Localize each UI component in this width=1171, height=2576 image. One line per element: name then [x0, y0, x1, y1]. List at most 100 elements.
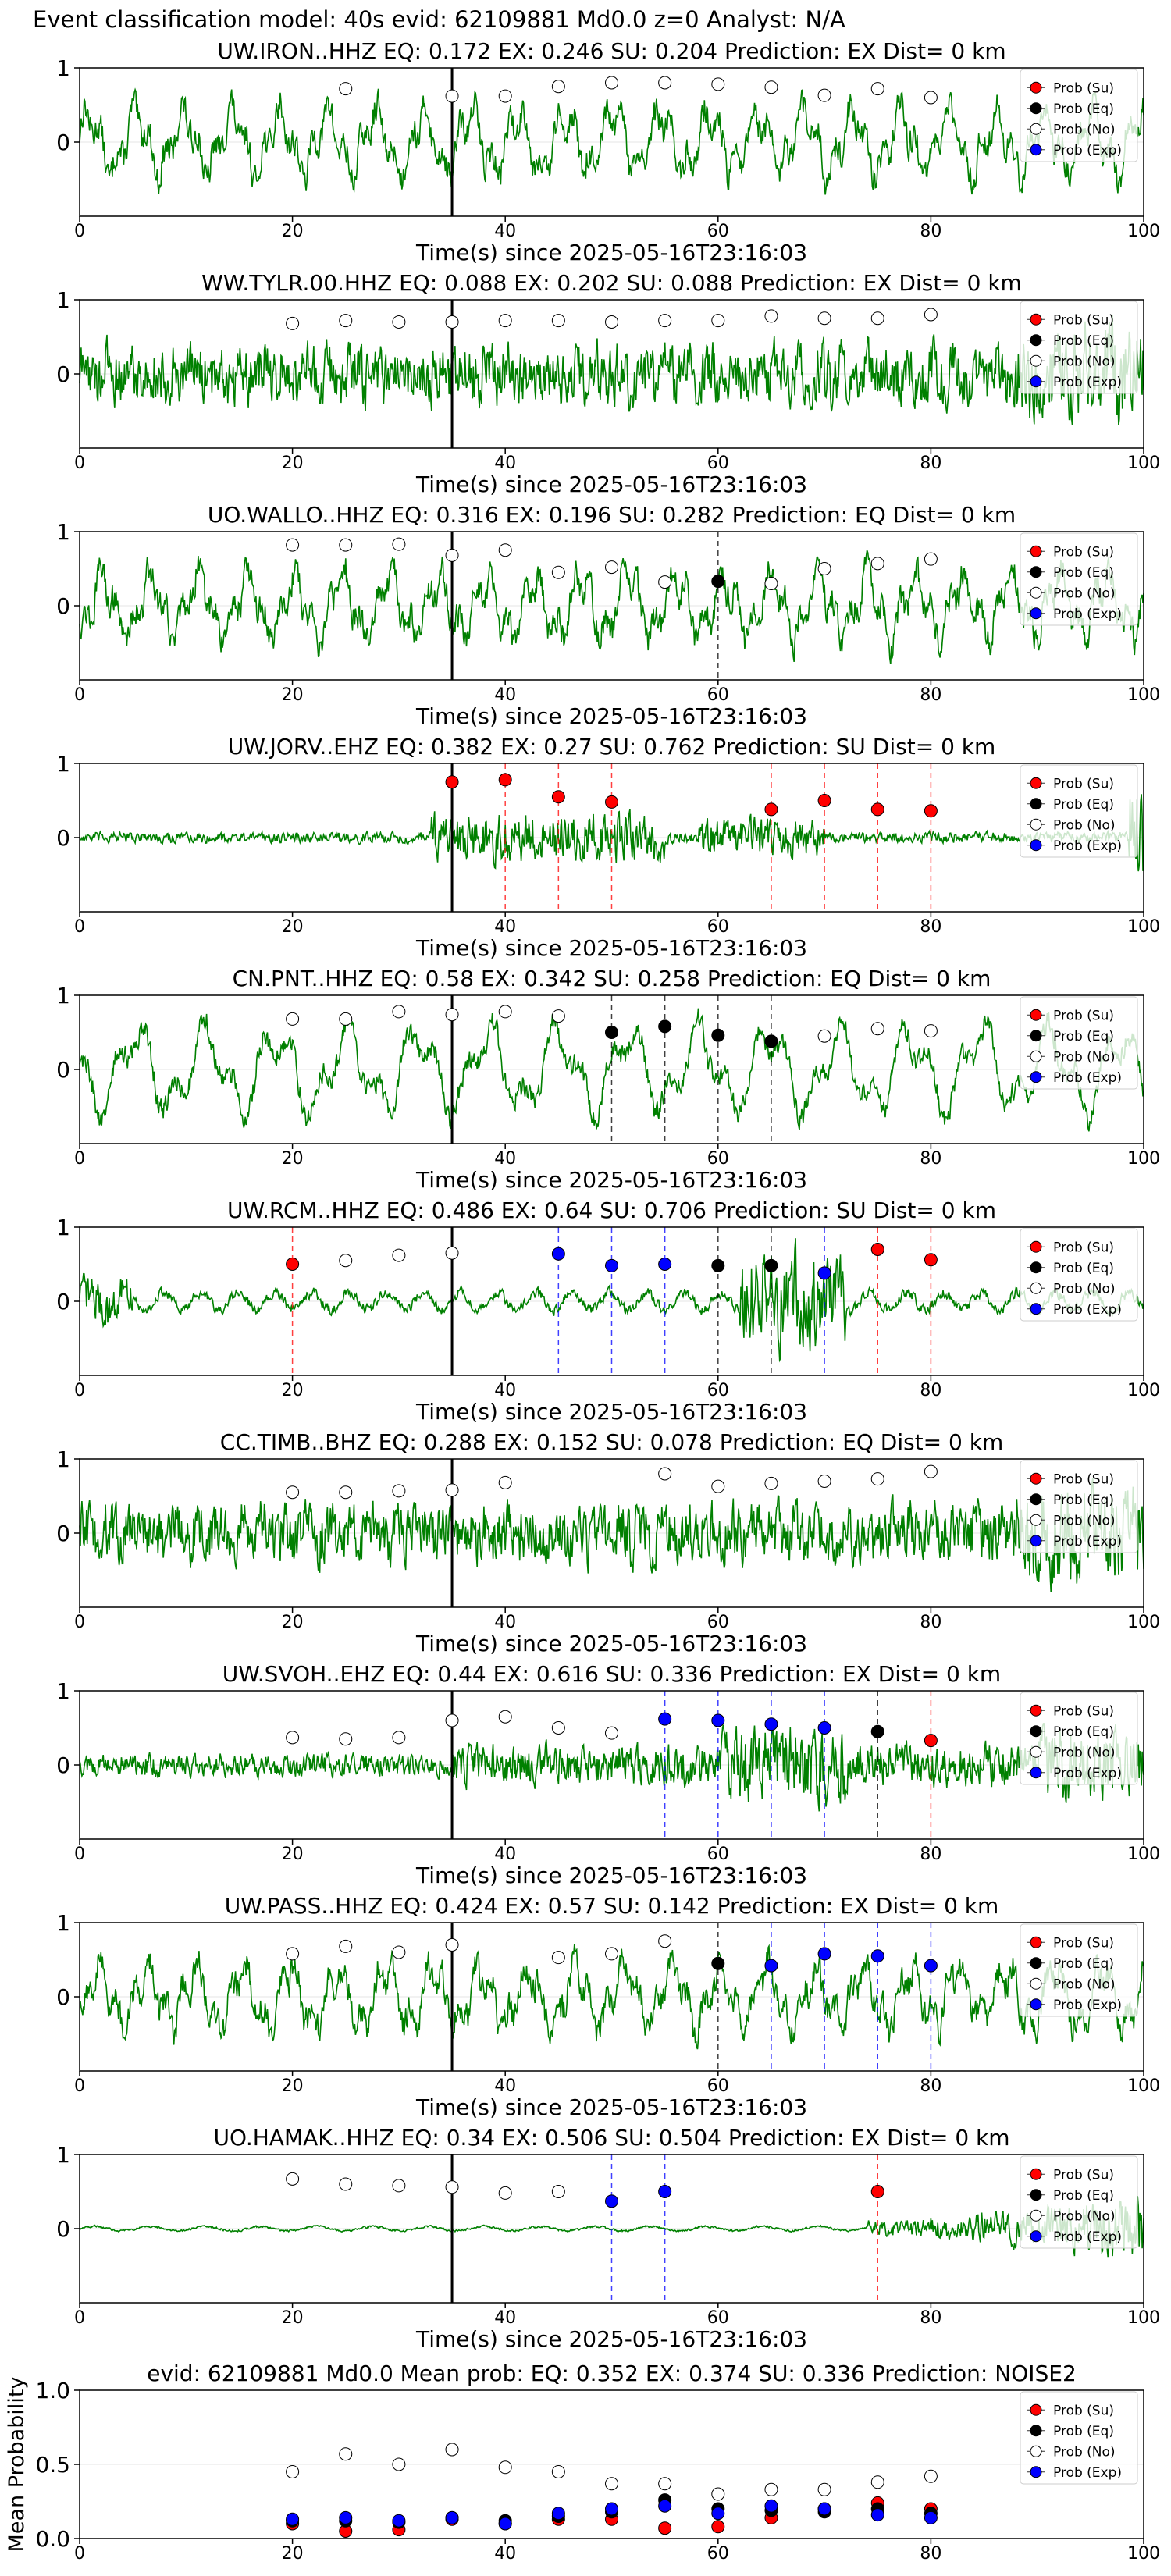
legend-marker-su	[1030, 1472, 1042, 1485]
prob-marker-no	[658, 76, 672, 90]
panel-title: UW.JORV..EHZ EQ: 0.382 EX: 0.27 SU: 0.76…	[228, 734, 996, 760]
y-tick-label: 0	[56, 1521, 70, 1546]
prob-marker-eq	[711, 1258, 725, 1272]
x-axis-label: Time(s) since 2025-05-16T23:16:03	[415, 1863, 807, 1888]
x-tick-label: 100	[1127, 1149, 1160, 1169]
seismogram-trace	[79, 550, 1144, 664]
prob-marker-su	[817, 794, 831, 807]
x-tick-label: 100	[1127, 917, 1160, 937]
seismogram-trace	[79, 1238, 1144, 1363]
prob-marker-su	[924, 1734, 938, 1748]
x-tick-label: 20	[282, 1149, 304, 1169]
legend-marker-no	[1030, 123, 1042, 135]
x-tick-label: 0	[74, 222, 85, 241]
prob-marker-no	[764, 1476, 778, 1490]
prob-marker-exp	[551, 1247, 565, 1261]
mean-marker-exp	[764, 2499, 778, 2513]
prob-marker-no	[339, 1939, 353, 1953]
x-tick-label: 80	[920, 2544, 941, 2564]
x-axis-label: Time(s) since 2025-05-16T23:16:03	[415, 2326, 807, 2352]
legend-label-no: Prob (No)	[1053, 1745, 1116, 1760]
legend-marker-no	[1030, 2445, 1042, 2457]
panel-title: UW.IRON..HHZ EQ: 0.172 EX: 0.246 SU: 0.2…	[217, 38, 1005, 64]
prob-marker-no	[286, 2172, 300, 2186]
panel-station-9: UW.PASS..HHZ EQ: 0.424 EX: 0.57 SU: 0.14…	[56, 1893, 1160, 2120]
prob-marker-eq	[658, 1019, 672, 1034]
legend-marker-exp	[1030, 1767, 1042, 1779]
y-tick-label: 1	[56, 1215, 70, 1240]
panel-title: UW.PASS..HHZ EQ: 0.424 EX: 0.57 SU: 0.14…	[225, 1893, 999, 1919]
x-tick-label: 0	[74, 1613, 85, 1632]
x-axis-label: Time(s) since 2025-05-16T23:16:03	[415, 935, 807, 961]
legend: Prob (Su) Prob (Eq) Prob (No) Prob (Exp)	[1020, 1460, 1138, 1553]
mean-marker-exp	[711, 2507, 725, 2521]
legend-box	[1020, 69, 1138, 162]
mean-marker-no	[924, 2469, 938, 2483]
legend-marker-exp	[1030, 839, 1042, 852]
x-tick-label: 20	[282, 2076, 304, 2096]
x-axis-label: Time(s) since 2025-05-16T23:16:03	[415, 2094, 807, 2120]
legend-marker-eq	[1030, 566, 1042, 578]
prob-marker-no	[658, 314, 672, 328]
mean-marker-exp	[551, 2507, 565, 2521]
x-tick-label: 20	[282, 1613, 304, 1632]
mean-marker-exp	[870, 2508, 884, 2522]
x-tick-label: 80	[920, 1613, 941, 1632]
x-tick-label: 20	[282, 2544, 304, 2564]
prob-marker-no	[711, 77, 725, 91]
mean-marker-exp	[445, 2510, 459, 2524]
prob-marker-exp	[658, 2185, 672, 2198]
x-tick-label: 80	[920, 685, 941, 705]
y-tick-label: 0.0	[35, 2526, 70, 2552]
prob-marker-no	[817, 1475, 831, 1488]
legend-marker-eq	[1030, 334, 1042, 347]
y-tick-label: 1	[56, 55, 70, 81]
prob-marker-exp	[870, 1949, 884, 1963]
prob-marker-no	[870, 1022, 884, 1036]
prob-marker-no	[339, 1485, 353, 1500]
prob-marker-no	[498, 1005, 512, 1019]
panel-station-8: UW.SVOH..EHZ EQ: 0.44 EX: 0.616 SU: 0.33…	[56, 1661, 1160, 1888]
legend-marker-eq	[1030, 798, 1042, 810]
seismogram-trace	[79, 1944, 1144, 2050]
prob-marker-exp	[817, 1721, 831, 1735]
legend-label-exp: Prob (Exp)	[1053, 1766, 1122, 1781]
prob-marker-eq	[711, 1028, 725, 1042]
prob-marker-no	[551, 565, 565, 579]
prob-marker-su	[605, 795, 618, 809]
prob-marker-no	[711, 314, 725, 328]
legend-label-exp: Prob (Exp)	[1053, 607, 1122, 622]
y-tick-label: 0	[56, 2216, 70, 2242]
legend-label-no: Prob (No)	[1053, 2444, 1116, 2460]
legend-marker-exp	[1030, 1303, 1042, 1315]
y-tick-label: 0.5	[35, 2452, 70, 2478]
panel-station-10: UO.HAMAK..HHZ EQ: 0.34 EX: 0.506 SU: 0.5…	[56, 2125, 1160, 2352]
x-tick-label: 60	[707, 222, 729, 241]
x-tick-label: 100	[1127, 685, 1160, 705]
x-axis-label: Time(s) since 2025-05-16T23:16:03	[415, 1399, 807, 1425]
mean-marker-no	[658, 2477, 672, 2491]
legend-label-no: Prob (No)	[1053, 2208, 1116, 2224]
legend: Prob (Su) Prob (Eq) Prob (No) Prob (Exp)	[1020, 532, 1138, 626]
prob-marker-no	[445, 2180, 459, 2194]
x-tick-label: 40	[494, 1613, 516, 1632]
x-tick-label: 60	[707, 1149, 729, 1169]
mean-marker-su	[711, 2520, 725, 2534]
seismogram-trace	[79, 315, 1144, 425]
legend: Prob (Su) Prob (Eq) Prob (No) Prob (Exp)	[1020, 996, 1138, 1090]
panel-title: WW.TYLR.00.HHZ EQ: 0.088 EX: 0.202 SU: 0…	[201, 270, 1022, 296]
legend-label-no: Prob (No)	[1053, 817, 1116, 833]
x-tick-label: 0	[74, 1845, 85, 1864]
x-tick-label: 40	[494, 1149, 516, 1169]
x-axis-label: Time(s) since 2025-05-16T23:16:03	[415, 240, 807, 265]
prob-marker-exp	[817, 1947, 831, 1961]
prob-marker-exp	[924, 1959, 938, 1973]
x-tick-label: 100	[1127, 454, 1160, 473]
legend-marker-eq	[1030, 1957, 1042, 1969]
x-tick-label: 100	[1127, 1613, 1160, 1632]
legend-marker-exp	[1030, 2230, 1042, 2243]
x-tick-label: 40	[494, 2308, 516, 2328]
legend-marker-su	[1030, 1009, 1042, 1021]
x-tick-label: 80	[920, 1149, 941, 1169]
